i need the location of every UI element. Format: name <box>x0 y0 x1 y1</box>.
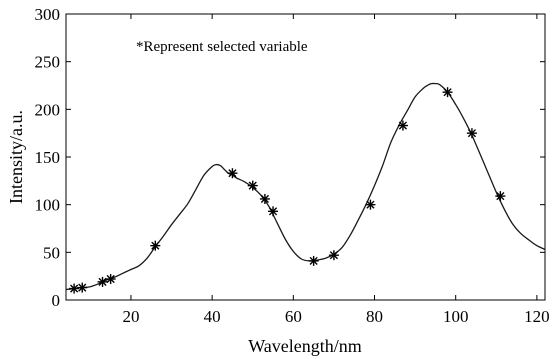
y-axis: 0 50 100 150 200 250 300 <box>35 5 545 310</box>
y-axis-label: Intensity/a.u. <box>6 110 26 204</box>
selected-point-marker <box>328 250 339 261</box>
selected-point-marker <box>227 168 238 179</box>
selected-point-marker <box>150 240 161 251</box>
y-tick-label-2: 100 <box>35 196 61 215</box>
selected-point-marker <box>97 276 108 287</box>
x-tick-label-3: 80 <box>366 307 383 326</box>
x-tick-label-5: 120 <box>524 307 550 326</box>
selected-point-marker <box>365 199 376 210</box>
selected-point-marker <box>268 206 279 217</box>
x-tick-label-1: 40 <box>204 307 221 326</box>
y-tick-label-0: 0 <box>52 291 61 310</box>
selected-point-marker <box>247 180 258 191</box>
selected-variable-markers <box>69 87 506 294</box>
x-tick-label-0: 20 <box>122 307 139 326</box>
selected-point-marker <box>495 191 506 202</box>
y-tick-label-1: 50 <box>43 243 60 262</box>
selected-point-marker <box>466 128 477 139</box>
selected-point-marker <box>77 282 88 293</box>
x-tick-label-4: 100 <box>443 307 469 326</box>
plot-area <box>65 13 546 301</box>
x-axis: 20 40 60 80 100 120 <box>122 14 550 326</box>
selected-point-marker <box>442 87 453 98</box>
annotation-text: *Represent selected variable <box>136 39 308 55</box>
selected-point-marker <box>259 193 270 204</box>
x-tick-label-2: 60 <box>285 307 302 326</box>
selected-point-marker <box>397 120 408 131</box>
selected-point-marker <box>69 283 80 294</box>
x-axis-label: Wavelength/nm <box>248 336 362 356</box>
y-tick-label-6: 300 <box>35 5 61 24</box>
intensity-line <box>65 82 546 291</box>
selected-point-marker <box>105 274 116 285</box>
selected-point-marker <box>308 255 319 266</box>
y-tick-label-4: 200 <box>35 100 61 119</box>
y-tick-label-3: 150 <box>35 148 61 167</box>
y-tick-label-5: 250 <box>35 53 61 72</box>
